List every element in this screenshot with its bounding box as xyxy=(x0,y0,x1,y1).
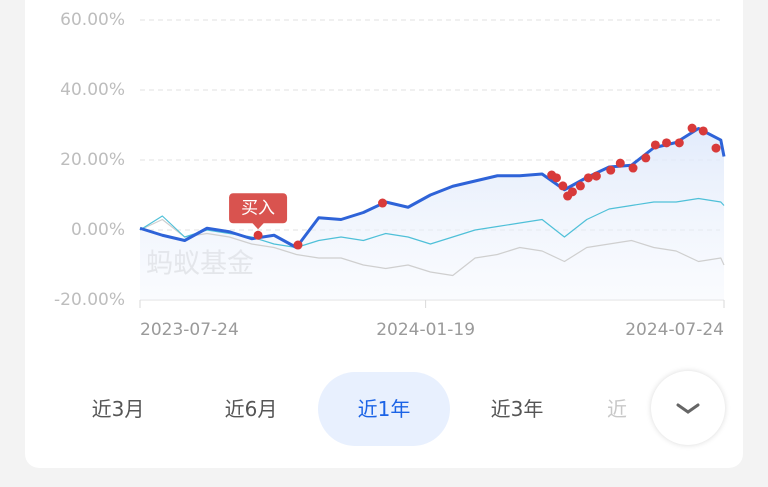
trade-marker xyxy=(591,171,601,181)
annotation-point xyxy=(253,230,263,240)
trade-marker xyxy=(641,153,651,163)
annotation-text: 买入 xyxy=(241,198,275,218)
y-tick-label: 20.00% xyxy=(60,150,125,170)
trade-marker xyxy=(551,173,561,183)
y-tick-label: 40.00% xyxy=(60,80,125,100)
period-tab[interactable]: 近1年 xyxy=(318,372,450,446)
trade-marker xyxy=(583,173,593,183)
trade-marker xyxy=(674,138,684,148)
trade-marker xyxy=(567,187,577,197)
period-tab[interactable]: 近3月 xyxy=(91,397,145,421)
trade-marker xyxy=(687,123,697,133)
trade-marker xyxy=(606,165,616,175)
annotation-box xyxy=(229,193,288,224)
period-tab[interactable]: 近6月 xyxy=(224,397,278,421)
series-line xyxy=(139,218,725,277)
period-tab[interactable]: 近 xyxy=(607,397,627,421)
trade-marker xyxy=(650,140,660,150)
y-tick-label: 60.00% xyxy=(60,10,125,30)
trade-marker xyxy=(575,181,585,191)
x-tick-label: 2024-07-24 xyxy=(625,320,724,340)
annotation-pointer xyxy=(252,222,265,230)
trade-marker xyxy=(378,198,388,208)
trade-marker xyxy=(711,143,721,153)
trade-marker xyxy=(615,158,625,168)
x-tick-label: 2024-01-19 xyxy=(376,320,475,340)
area-fill xyxy=(140,128,724,300)
trade-marker xyxy=(698,126,708,136)
trade-marker xyxy=(293,240,303,250)
more-button[interactable] xyxy=(651,371,725,445)
trade-marker xyxy=(558,181,568,191)
y-tick-label: -20.00% xyxy=(54,290,125,310)
trade-marker xyxy=(662,138,672,148)
trade-marker xyxy=(628,163,638,173)
period-tab[interactable]: 近3年 xyxy=(490,397,544,421)
x-tick-label: 2023-07-24 xyxy=(140,320,239,340)
y-tick-label: 0.00% xyxy=(71,220,125,240)
chevron-icon xyxy=(676,403,700,414)
